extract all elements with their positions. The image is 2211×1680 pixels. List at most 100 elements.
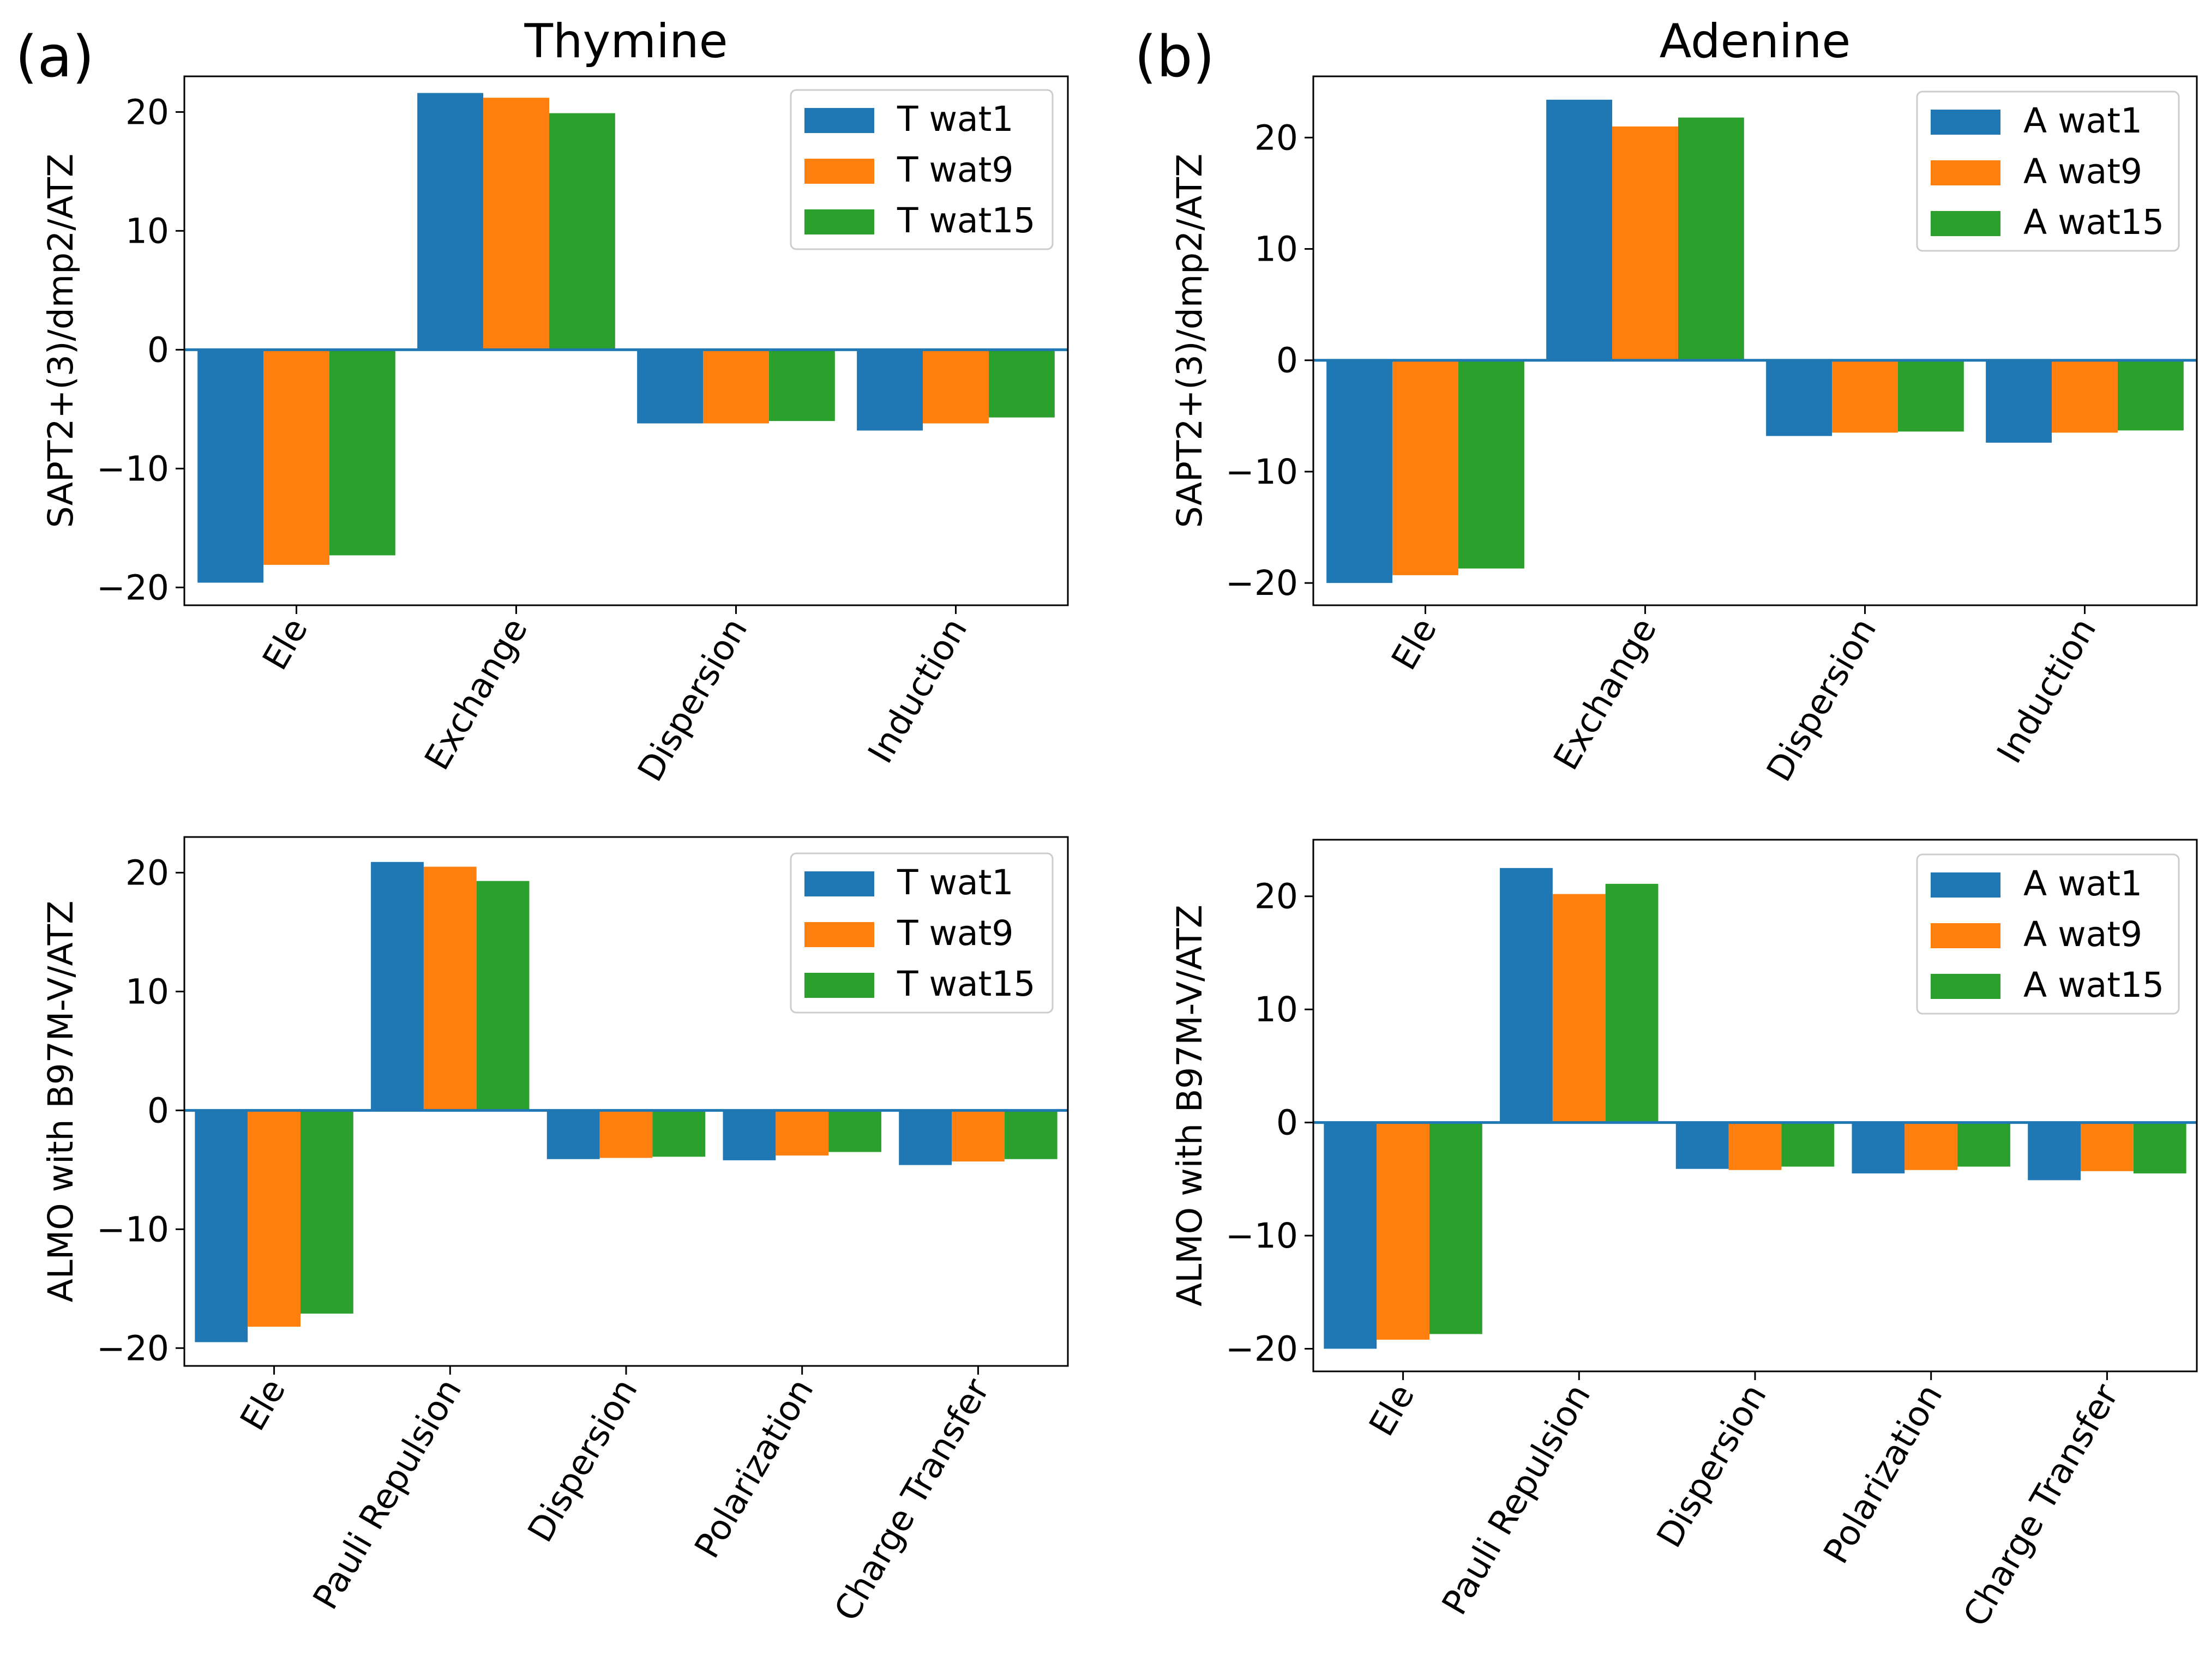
bar-t-wat1-dispersion	[637, 350, 704, 424]
bar-t-wat9-pauli-repulsion	[423, 866, 477, 1111]
bar-t-wat1-polarization	[723, 1110, 776, 1160]
bar-t-wat9-polarization	[776, 1110, 829, 1156]
bar-t-wat15-dispersion	[652, 1110, 706, 1157]
y-tick-label: −10	[97, 449, 169, 489]
legend-label-a-wat15: A wat15	[2023, 202, 2164, 242]
legend-label-t-wat9: T wat9	[897, 913, 1013, 953]
bar-a-wat9-ele	[1377, 1122, 1429, 1340]
legend-swatch-t-wat15	[804, 973, 874, 998]
legend-label-t-wat15: T wat15	[897, 201, 1036, 240]
bar-a-wat1-dispersion	[1675, 1122, 1729, 1169]
bar-t-wat1-ele	[195, 1110, 248, 1342]
legend-label-a-wat9: A wat9	[2023, 152, 2142, 191]
bar-t-wat15-pauli-repulsion	[476, 881, 530, 1111]
bar-a-wat15-pauli-repulsion	[1605, 883, 1659, 1123]
legend-label-t-wat1: T wat1	[897, 99, 1013, 139]
bar-a-wat9-induction	[2052, 360, 2118, 433]
bar-a-wat1-polarization	[1852, 1122, 1905, 1173]
bar-t-wat15-induction	[988, 350, 1055, 418]
y-tick-label: 20	[1254, 877, 1298, 917]
legend-swatch-a-wat9	[1931, 923, 2000, 948]
legend-label-t-wat1: T wat1	[897, 863, 1013, 902]
axes-frame	[183, 75, 1069, 606]
bar-t-wat15-charge-transfer	[1004, 1110, 1058, 1159]
bar-a-wat1-charge-transfer	[2028, 1122, 2081, 1181]
bar-t-wat15-ele	[300, 1110, 353, 1314]
legend-swatch-t-wat9	[804, 922, 874, 947]
bar-a-wat15-polarization	[1957, 1122, 2010, 1167]
bar-t-wat1-charge-transfer	[899, 1110, 952, 1165]
panel-label-b: (b)	[1134, 23, 1215, 90]
bar-a-wat15-induction	[2117, 360, 2184, 431]
bar-a-wat15-exchange	[1678, 117, 1744, 360]
y-axis-label: SAPT2+(3)/dmp2/ATZ	[1170, 154, 1210, 528]
bar-a-wat9-polarization	[1904, 1122, 1958, 1170]
legend-swatch-a-wat1	[1931, 872, 2000, 898]
chart-title: Adenine	[1660, 14, 1851, 69]
bar-t-wat9-exchange	[483, 98, 549, 350]
bar-t-wat9-dispersion	[599, 1110, 653, 1158]
bar-t-wat9-charge-transfer	[952, 1110, 1005, 1162]
legend-label-t-wat9: T wat9	[897, 150, 1013, 190]
chart-title: Thymine	[524, 14, 728, 69]
legend-label-a-wat9: A wat9	[2023, 914, 2142, 954]
bar-t-wat1-pauli-repulsion	[371, 862, 424, 1111]
y-tick-label: 0	[147, 1091, 169, 1130]
bar-t-wat9-ele	[263, 350, 329, 565]
y-tick-label: 20	[125, 92, 169, 132]
legend-swatch-t-wat9	[804, 159, 874, 184]
y-tick-label: 20	[125, 853, 169, 893]
bar-t-wat1-ele	[197, 350, 264, 583]
bar-t-wat1-exchange	[417, 93, 484, 350]
y-tick-label: −20	[97, 568, 169, 607]
bar-a-wat1-dispersion	[1766, 360, 1833, 436]
y-tick-label: 10	[1254, 230, 1298, 269]
legend-swatch-a-wat15	[1931, 974, 2000, 999]
legend-swatch-t-wat1	[804, 108, 874, 133]
axes-frame	[1312, 75, 2198, 606]
bar-a-wat1-pauli-repulsion	[1500, 868, 1553, 1123]
bar-a-wat9-ele	[1392, 360, 1458, 575]
y-tick-label: 20	[1254, 118, 1298, 158]
bar-t-wat9-induction	[923, 350, 989, 424]
y-tick-label: −20	[1225, 563, 1298, 603]
y-axis-label: ALMO with B97M-V/ATZ	[41, 901, 81, 1303]
bar-t-wat15-ele	[329, 350, 395, 556]
bar-a-wat9-dispersion	[1832, 360, 1898, 433]
bar-a-wat15-dispersion	[1781, 1122, 1835, 1167]
legend-swatch-t-wat15	[804, 209, 874, 234]
y-tick-label: −20	[1225, 1329, 1298, 1369]
legend-label-t-wat15: T wat15	[897, 964, 1036, 1004]
y-tick-label: 0	[1276, 341, 1298, 381]
bar-a-wat9-charge-transfer	[2081, 1122, 2134, 1171]
legend-swatch-t-wat1	[804, 871, 874, 896]
panel-label-a: (a)	[15, 23, 94, 90]
y-tick-label: 10	[125, 211, 169, 251]
legend-swatch-a-wat9	[1931, 160, 2000, 185]
bar-a-wat1-ele	[1324, 1122, 1377, 1349]
y-tick-label: 10	[1254, 990, 1298, 1029]
bar-t-wat1-dispersion	[546, 1110, 600, 1159]
legend-swatch-a-wat15	[1931, 211, 2000, 236]
bar-t-wat9-ele	[248, 1110, 301, 1327]
bar-t-wat9-dispersion	[703, 350, 769, 424]
bar-t-wat1-induction	[857, 350, 923, 431]
bar-t-wat15-polarization	[828, 1110, 881, 1152]
y-tick-label: 0	[147, 330, 169, 370]
bar-a-wat1-induction	[1986, 360, 2052, 443]
bar-t-wat15-dispersion	[768, 350, 835, 421]
legend-label-a-wat1: A wat1	[2023, 101, 2142, 141]
bar-a-wat9-dispersion	[1728, 1122, 1782, 1170]
legend-label-a-wat15: A wat15	[2023, 965, 2164, 1005]
y-axis-label: ALMO with B97M-V/ATZ	[1170, 905, 1210, 1306]
y-tick-label: 0	[1276, 1103, 1298, 1143]
y-tick-label: −10	[97, 1209, 169, 1249]
y-tick-label: −10	[1225, 452, 1298, 492]
y-axis-label: SAPT2+(3)/dmp2/ATZ	[41, 154, 81, 528]
bar-a-wat15-ele	[1458, 360, 1524, 569]
bar-a-wat1-ele	[1326, 360, 1393, 583]
bar-a-wat9-pauli-repulsion	[1552, 894, 1606, 1123]
bar-a-wat15-ele	[1429, 1122, 1482, 1334]
